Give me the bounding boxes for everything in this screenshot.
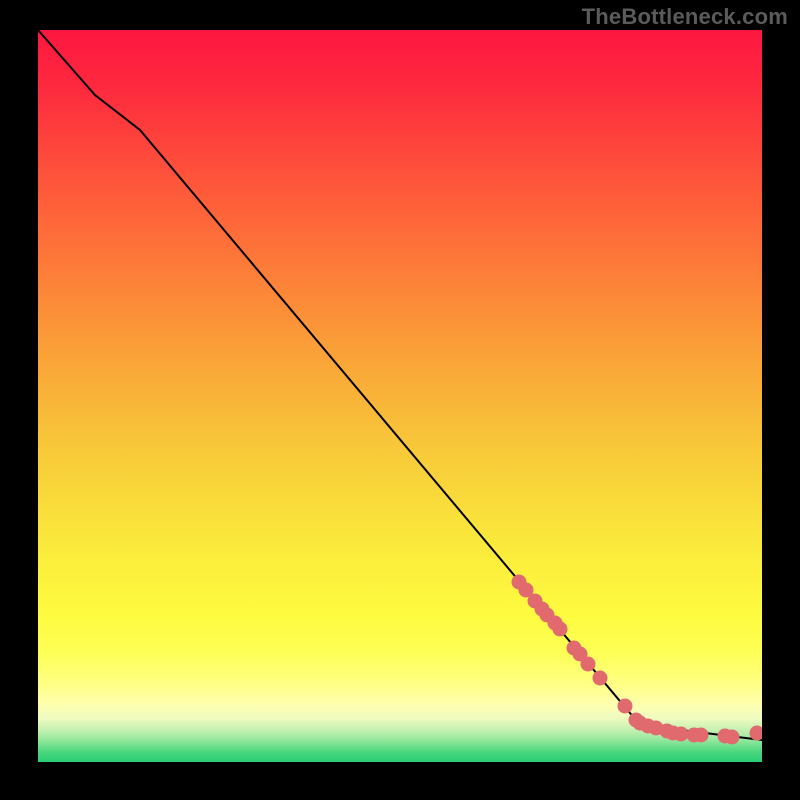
data-point <box>593 671 607 685</box>
data-point <box>674 727 688 741</box>
plot-area <box>38 30 762 762</box>
data-point <box>581 657 595 671</box>
gradient-background <box>38 30 762 762</box>
data-point <box>618 699 632 713</box>
data-point <box>725 730 739 744</box>
data-point <box>553 622 567 636</box>
data-point <box>750 726 762 740</box>
data-point <box>694 728 708 742</box>
watermark-text: TheBottleneck.com <box>582 4 788 30</box>
chart-frame: TheBottleneck.com <box>0 0 800 800</box>
plot-svg <box>38 30 762 762</box>
